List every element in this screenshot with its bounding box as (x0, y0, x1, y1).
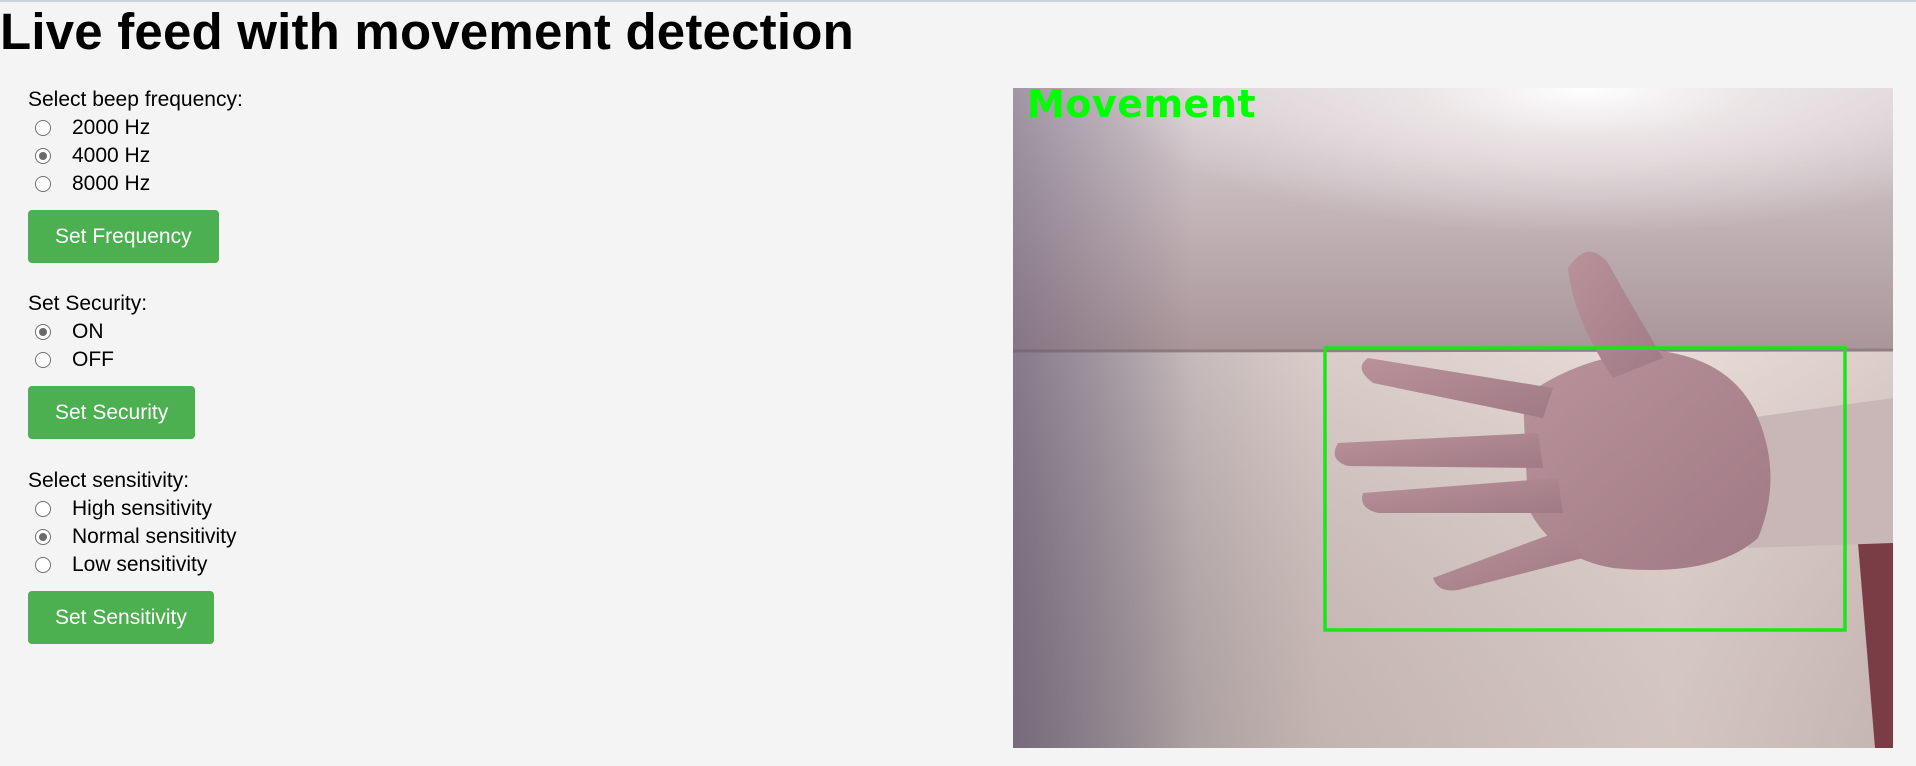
frequency-option-label: 4000 Hz (72, 144, 151, 167)
top-border (0, 0, 1916, 2)
camera-frame (1013, 88, 1893, 748)
radio-normal[interactable] (35, 529, 51, 545)
movement-overlay-text: Movement (1027, 88, 1257, 126)
sensitivity-label: Select sensitivity: (28, 469, 190, 492)
radio-on[interactable] (35, 324, 51, 340)
security-option-on[interactable]: ON (28, 318, 195, 346)
frequency-option-2000[interactable]: 2000 Hz (28, 114, 243, 142)
security-section: Set Security: ON OFF Set Security (28, 290, 196, 439)
sensitivity-option-label: Low sensitivity (72, 553, 208, 576)
sensitivity-option-high[interactable]: High sensitivity (28, 495, 237, 523)
frequency-section: Select beep frequency: 2000 Hz 4000 Hz 8… (28, 86, 243, 263)
radio-2000[interactable] (35, 120, 51, 136)
video-feed: Movement (1013, 88, 1893, 748)
frequency-option-4000[interactable]: 4000 Hz (28, 142, 243, 170)
sensitivity-option-low[interactable]: Low sensitivity (28, 551, 237, 579)
security-option-label: ON (72, 320, 104, 343)
radio-off[interactable] (35, 352, 51, 368)
security-option-off[interactable]: OFF (28, 346, 195, 374)
radio-8000[interactable] (35, 176, 51, 192)
frequency-option-8000[interactable]: 8000 Hz (28, 170, 243, 198)
sensitivity-option-label: Normal sensitivity (72, 525, 237, 548)
security-option-label: OFF (72, 348, 114, 371)
sensitivity-option-label: High sensitivity (72, 497, 213, 520)
radio-4000[interactable] (35, 148, 51, 164)
frequency-option-label: 2000 Hz (72, 116, 151, 139)
radio-high[interactable] (35, 501, 51, 517)
set-sensitivity-button[interactable]: Set Sensitivity (28, 591, 214, 644)
sensitivity-option-normal[interactable]: Normal sensitivity (28, 523, 237, 551)
radio-low[interactable] (35, 557, 51, 573)
sensitivity-section: Select sensitivity: High sensitivity Nor… (28, 467, 237, 644)
set-frequency-button[interactable]: Set Frequency (28, 210, 219, 263)
frequency-label: Select beep frequency: (28, 88, 243, 111)
set-security-button[interactable]: Set Security (28, 386, 196, 439)
frequency-option-label: 8000 Hz (72, 172, 151, 195)
security-label: Set Security: (28, 292, 148, 315)
page-title: Live feed with movement detection (0, 3, 854, 60)
